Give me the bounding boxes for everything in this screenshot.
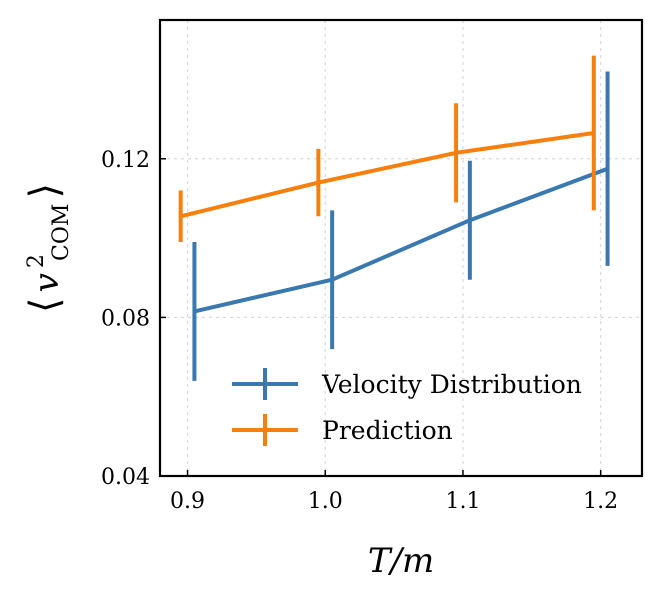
x-tick-label: 1.1 xyxy=(445,489,480,514)
y-label-subscript: COM xyxy=(49,204,74,261)
y-label-open-bracket: ⟨ xyxy=(22,298,68,314)
legend-label-prediction: Prediction xyxy=(322,416,453,445)
y-label-superscript: 2 xyxy=(24,254,49,268)
tick-layer: 0.9 1.0 1.1 1.2 0.04 0.08 0.12 xyxy=(101,148,618,514)
y-tick-label: 0.04 xyxy=(101,465,150,490)
y-tick-label: 0.08 xyxy=(101,306,150,331)
legend-entry-prediction: Prediction xyxy=(232,414,453,446)
series-line-prediction xyxy=(180,131,595,219)
legend-entry-velocity: Velocity Distribution xyxy=(232,368,582,400)
legend-label-velocity: Velocity Distribution xyxy=(321,370,582,399)
y-label-close-bracket: ⟩ xyxy=(22,183,68,199)
x-axis-label: T/m xyxy=(368,541,434,581)
y-tick-label: 0.12 xyxy=(101,148,150,173)
x-tick-label: 0.9 xyxy=(170,489,205,514)
plot-frame xyxy=(158,18,644,478)
series-line-velocity-distribution xyxy=(193,166,609,314)
x-tick-label: 1.2 xyxy=(583,489,618,514)
x-tick-label: 1.0 xyxy=(308,489,343,514)
y-label-base: v xyxy=(27,273,67,292)
series-layer xyxy=(178,55,610,381)
y-axis-label: ⟨ v 2 COM ⟩ xyxy=(22,183,74,313)
svg-text:⟨ v 2 COM: ⟨ v 2 COM ⟩ xyxy=(22,183,74,313)
legend: Velocity Distribution Prediction xyxy=(232,368,582,446)
